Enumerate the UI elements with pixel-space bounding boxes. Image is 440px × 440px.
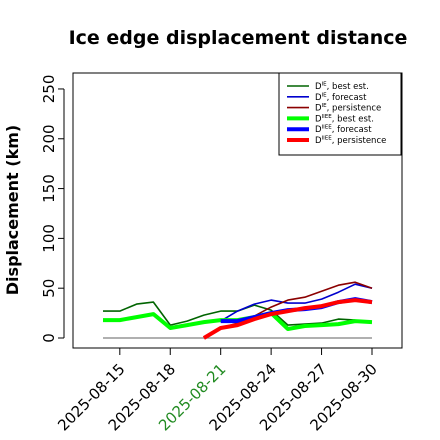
y-tick-label: 100 (40, 224, 58, 253)
legend-entry: DIE, forecast (315, 92, 367, 103)
legend-entry: DIE, persistence (315, 103, 381, 114)
y-tick-label: 150 (40, 174, 58, 203)
y-tick-label: 0 (40, 333, 58, 343)
y-tick-label: 250 (40, 75, 58, 104)
legend-entry: DIIEE, best est. (315, 114, 374, 125)
y-tick-label: 50 (40, 279, 58, 298)
legend-entry: DIIEE, persistence (315, 136, 386, 147)
series-line-2 (220, 283, 373, 322)
y-axis-label: Displacement (km) (3, 125, 22, 295)
legend-entry: DIE, best est. (315, 82, 369, 93)
chart-title: Ice edge displacement distance (69, 27, 408, 49)
series-line-6 (202, 298, 373, 340)
legend-entry: DIIEE, forecast (315, 125, 372, 136)
y-tick-label: 200 (40, 124, 58, 153)
plot-area (103, 281, 373, 340)
